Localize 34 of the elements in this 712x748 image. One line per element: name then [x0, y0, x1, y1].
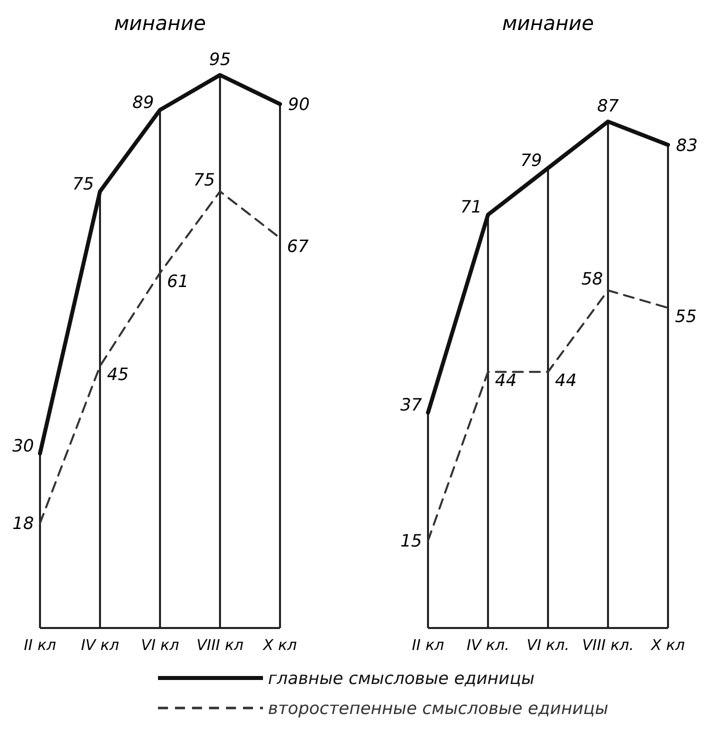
- data-label: 18: [12, 514, 34, 534]
- data-label: 67: [287, 236, 309, 257]
- data-label: 95: [209, 50, 231, 70]
- data-label: 37: [400, 396, 422, 416]
- text: главные смысловые единицы: [268, 669, 535, 689]
- text: второстепенные смысловые единицы: [268, 699, 608, 719]
- data-label: 15: [400, 532, 422, 552]
- x-tick-label: X кл: [650, 636, 686, 654]
- data-label: 55: [675, 306, 697, 327]
- x-tick-label: VIII кл.: [582, 636, 634, 654]
- data-label: 90: [288, 95, 310, 116]
- x-tick-label: VIII кл: [196, 636, 244, 654]
- data-label: 87: [597, 96, 619, 117]
- x-tick-label: VI кл.: [526, 636, 570, 654]
- x-tick-label: IV кл.: [466, 636, 510, 654]
- data-label: 58: [581, 269, 604, 290]
- chart-title: минание: [502, 11, 594, 35]
- x-tick-label: VI кл: [140, 636, 180, 654]
- data-label: 75: [193, 170, 215, 190]
- data-label: 44: [495, 370, 517, 391]
- x-tick-label: II кл: [412, 636, 445, 654]
- x-tick-label: II кл: [24, 636, 57, 654]
- data-label: 71: [460, 198, 482, 218]
- data-label: 83: [676, 136, 698, 156]
- x-tick-label: IV кл: [80, 636, 120, 654]
- chart-title: минание: [114, 11, 206, 35]
- data-label: 45: [107, 365, 129, 386]
- data-label: 79: [520, 151, 542, 172]
- data-label: 30: [12, 436, 34, 456]
- data-label: 89: [132, 92, 154, 113]
- x-tick-label: X кл: [262, 636, 298, 654]
- data-label: 61: [167, 272, 189, 292]
- data-label: 44: [555, 370, 577, 391]
- data-label: 75: [72, 174, 94, 194]
